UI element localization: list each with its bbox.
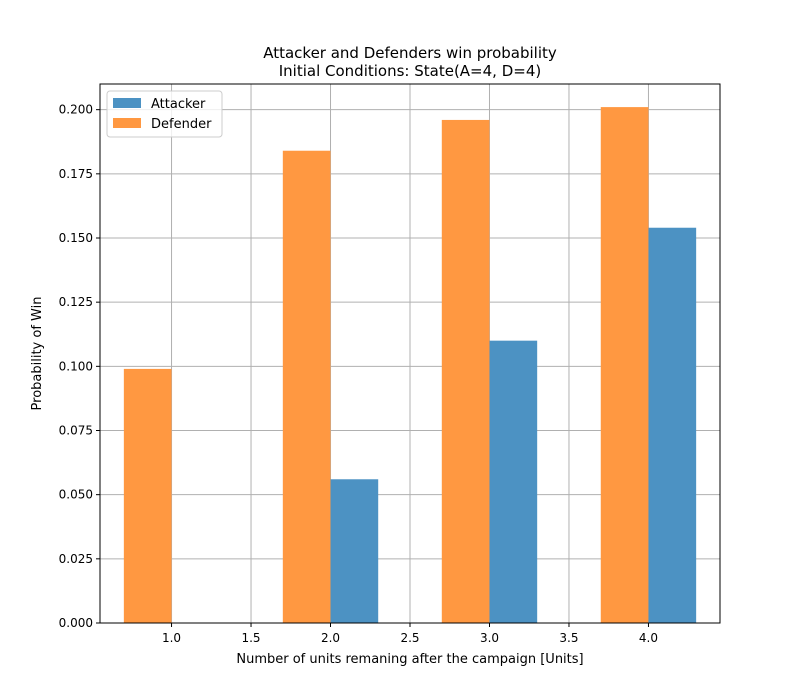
x-tick-label: 1.5 <box>241 631 260 645</box>
plot-area: 1.0 1.5 2.0 2.5 3.0 3.5 4.0 0.000 0.025 0.050 0.07… <box>59 83 721 645</box>
y-tick-label: 0.175 <box>59 167 93 181</box>
y-tick-label: 0.025 <box>59 552 93 566</box>
bars-layer <box>123 107 697 624</box>
x-tick-label: 2.5 <box>400 631 419 645</box>
x-tick-label: 1.0 <box>162 631 181 645</box>
x-tick-label: 2.0 <box>321 631 340 645</box>
y-tick-label: 0.200 <box>59 103 93 117</box>
y-tick-label: 0.000 <box>59 616 93 630</box>
bar-defender-1 <box>123 368 172 623</box>
y-tick-label: 0.100 <box>59 359 93 373</box>
x-axis-label: Number of units remaning after the campa… <box>236 652 583 667</box>
bar-defender-3 <box>441 119 490 623</box>
bar-defender-2 <box>282 150 331 623</box>
x-tick-label: 4.0 <box>639 631 658 645</box>
legend-label-defender: Defender <box>151 117 212 132</box>
chart-subtitle: Initial Conditions: State(A=4, D=4) <box>279 62 541 80</box>
bar-defender-4 <box>600 107 649 624</box>
ticks-layer: 1.0 1.5 2.0 2.5 3.0 3.5 4.0 0.000 0.025 0.050 0.07… <box>59 103 658 645</box>
y-tick-label: 0.075 <box>59 424 93 438</box>
bar-attacker-4 <box>648 227 697 623</box>
y-tick-label: 0.150 <box>59 231 93 245</box>
y-tick-label: 0.050 <box>59 488 93 502</box>
legend-swatch-attacker <box>113 98 141 108</box>
bar-attacker-2 <box>330 479 379 623</box>
legend: Attacker Defender <box>106 90 223 138</box>
legend-label-attacker: Attacker <box>151 97 206 112</box>
legend-swatch-defender <box>113 118 141 128</box>
x-tick-label: 3.0 <box>480 631 499 645</box>
x-tick-label: 3.5 <box>559 631 578 645</box>
chart-title: Attacker and Defenders win probability <box>263 44 557 62</box>
bar-attacker-3 <box>489 340 538 623</box>
y-tick-label: 0.125 <box>59 295 93 309</box>
y-axis-label: Probability of Win <box>30 297 45 411</box>
